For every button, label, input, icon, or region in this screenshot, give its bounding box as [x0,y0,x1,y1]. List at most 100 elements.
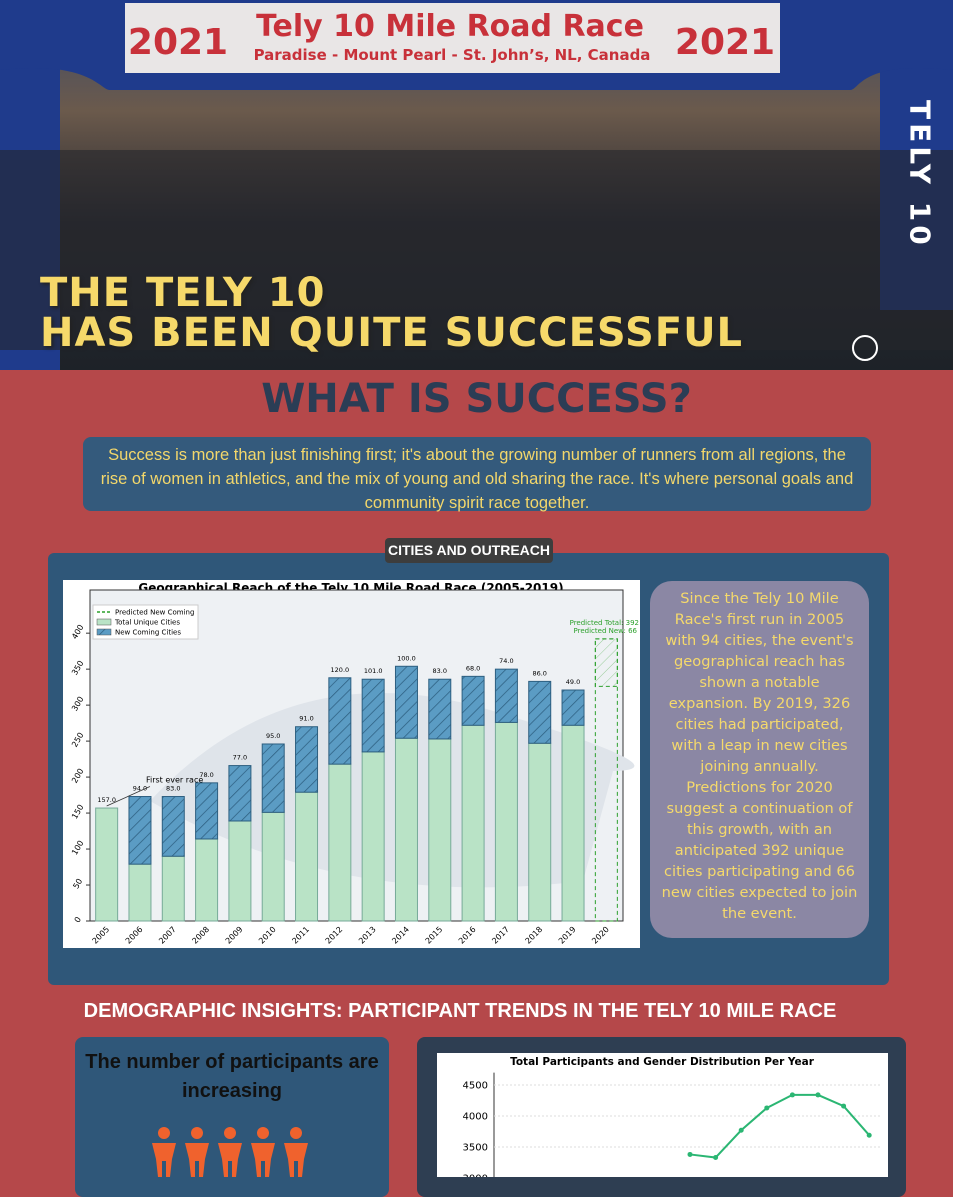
y-tick-label: 4000 [463,1112,488,1123]
banner [125,3,780,73]
annotation: First ever race [146,776,203,785]
data-label: 77.0 [233,754,247,762]
data-label: 101.0 [364,667,383,675]
bar-segment [428,738,452,922]
x-tick-label: 2005 [91,925,112,946]
y-tick-label: 250 [70,731,85,749]
data-label: 95.0 [266,732,280,740]
y-tick-label: 300 [70,695,85,713]
bar-segment [494,721,518,922]
data-label: 94.0 [133,785,147,793]
headline: HAS BEEN QUITE SUCCESSFUL [40,310,744,356]
x-tick-label: 2015 [424,925,445,946]
bar-segment [128,863,152,922]
x-tick-label: 2012 [324,925,345,946]
legend-label: Predicted New Coming [115,609,194,617]
bar-segment [295,791,319,922]
x-tick-label: 2008 [190,925,211,946]
data-label: 100.0 [397,654,416,662]
side-text: TELY 10 [904,100,937,249]
data-label: 86.0 [532,669,546,677]
legend-label: Total Unique Cities [114,619,180,627]
bar-segment [328,677,352,765]
section-title: WHAT IS SUCCESS? [261,376,692,422]
bar-segment [394,737,418,922]
person-icon [152,1127,176,1177]
point [764,1105,770,1111]
bar-segment [494,668,518,723]
headline: THE TELY 10 [40,270,326,316]
data-label: 78.0 [199,771,213,779]
bar-segment [361,751,385,922]
annotation-arrow [106,786,151,807]
point [866,1132,872,1138]
bar-segment [461,675,485,726]
data-label: 68.0 [466,664,480,672]
bar-segment [561,724,585,922]
banner-year: 2021 [675,22,775,63]
data-label: 74.0 [499,657,513,665]
annotation: Predicted Total: 392 [570,619,639,627]
legend-swatch [96,618,112,626]
bar-segment [461,724,485,922]
person-icon [185,1127,209,1177]
bar-segment [328,763,352,922]
card-text: The number of participants are increasin… [85,1051,379,1102]
x-tick-label: 2013 [357,925,378,946]
hero-photo: 2021 Tely 10 Mile Road Race Paradise - M… [0,0,953,370]
data-label: 83.0 [433,667,447,675]
data-label: 120.0 [331,666,350,674]
bar-segment [195,838,219,922]
bar-segment [428,678,452,740]
y-tick-label: 100 [70,839,85,857]
point [738,1127,744,1133]
y-tick-label: 400 [70,623,85,641]
y-tick-label: 50 [71,877,84,890]
point [789,1092,795,1098]
banner-year: 2021 [128,22,228,63]
crowd [0,150,953,350]
predicted-new [594,638,618,687]
y-tick-label: 0 [73,915,83,924]
bar-segment [561,689,585,726]
person-icon [284,1127,308,1177]
person-icon [218,1127,242,1177]
y-tick-label: 150 [70,803,85,821]
bar-segment [95,807,119,922]
bar-segment [195,782,219,840]
x-tick-label: 2009 [224,925,245,946]
bar-segment [261,743,285,813]
x-tick-label: 2007 [157,925,178,946]
data-label: 91.0 [299,715,313,723]
logo [852,335,878,361]
chart-title: Total Participants and Gender Distributi… [510,1056,815,1068]
bar-segment [394,665,418,739]
data-label: 83.0 [166,785,180,793]
intro-text: Success is more than just finishing firs… [83,437,871,512]
point [713,1155,719,1161]
x-tick-label: 2017 [490,925,511,946]
legend-swatch [96,628,112,636]
x-tick-label: 2010 [257,925,278,946]
x-tick-label: 2016 [457,925,478,946]
x-tick-label: 2006 [124,925,145,946]
banner-title: Tely 10 Mile Road Race [256,9,644,44]
banner-subtitle: Paradise - Mount Pearl - St. John’s, NL,… [254,46,651,64]
y-tick-label: 3000 [463,1174,488,1178]
section-pill: CITIES AND OUTREACH [385,538,553,563]
bar-segment [361,678,385,753]
bar-segment [228,765,252,822]
point [815,1092,821,1098]
bar-chart: Geographical Reach of the Tely 10 Mile R… [63,580,640,948]
people-icons [152,1127,308,1177]
x-tick-label: 2011 [290,925,311,946]
line [689,1093,870,1159]
line-chart: Total Participants and Gender Distributi… [437,1053,888,1177]
legend-label: New Coming Cities [115,629,181,637]
note-bubble: Since the Tely 10 Mile Race's first run … [650,581,869,938]
bar-segment [528,680,552,744]
bar-segment [228,820,252,922]
x-tick-label: 2019 [557,925,578,946]
person-icon [251,1127,275,1177]
